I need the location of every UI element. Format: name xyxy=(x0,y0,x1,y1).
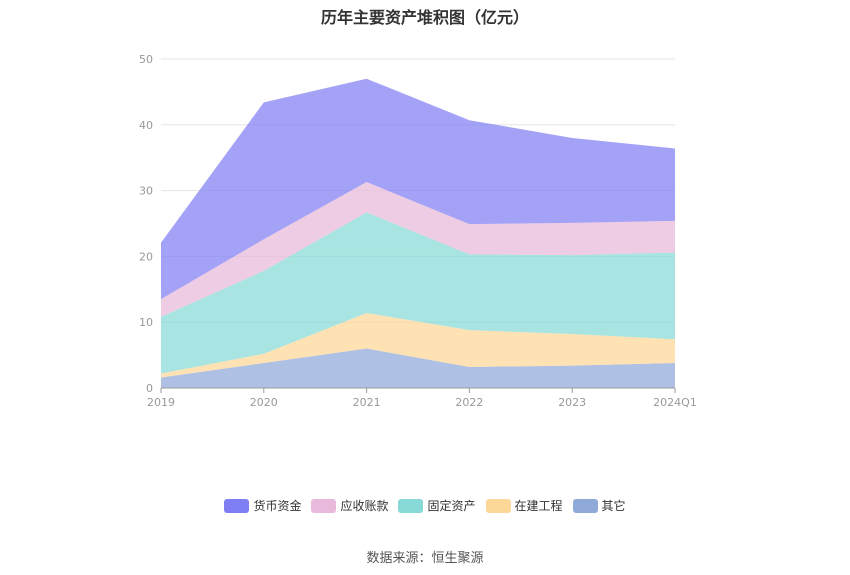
legend-item[interactable]: 货币资金 xyxy=(224,497,301,514)
y-tick-label: 0 xyxy=(146,382,153,395)
source-note: 数据来源：恒生聚源 xyxy=(366,551,484,566)
legend-swatch xyxy=(485,498,511,513)
chart-title: 历年主要资产堆积图（亿元） xyxy=(320,8,529,27)
axes: 0 10 20 30 40 50 2019 2020 2021 2022 2023 2024Q1 xyxy=(139,53,697,409)
legend-item[interactable]: 在建工程 xyxy=(485,497,563,514)
x-tick-label: 2021 xyxy=(353,396,381,409)
area-4 xyxy=(161,182,675,317)
y-tick-label: 40 xyxy=(139,119,153,132)
y-tick-label: 10 xyxy=(139,316,153,329)
legend-item[interactable]: 固定资产 xyxy=(398,497,476,514)
y-tick-label: 50 xyxy=(139,53,153,66)
area-2 xyxy=(161,312,675,378)
x-tick-label: 2024Q1 xyxy=(653,396,697,409)
legend-label: 其它 xyxy=(601,499,626,513)
legend-label: 应收账款 xyxy=(340,499,389,513)
legend-swatch xyxy=(311,498,337,513)
legend-label: 固定资产 xyxy=(427,499,476,513)
x-tick-label: 2019 xyxy=(147,396,175,409)
area-1 xyxy=(161,348,675,388)
legend-label: 货币资金 xyxy=(253,499,302,513)
legend-item[interactable]: 其它 xyxy=(572,497,626,514)
legend-label: 在建工程 xyxy=(514,499,563,513)
x-tick-label: 2020 xyxy=(250,396,278,409)
legend-swatch xyxy=(224,498,250,513)
x-tick-label: 2022 xyxy=(455,396,483,409)
y-tick-label: 30 xyxy=(139,185,153,198)
legend: 货币资金 应收账款 固定资产 在建工程 其它 xyxy=(0,497,850,514)
area-3 xyxy=(161,212,675,374)
legend-swatch xyxy=(398,498,424,513)
area-5 xyxy=(161,78,675,300)
area-series xyxy=(161,78,675,388)
y-tick-label: 20 xyxy=(139,250,153,263)
x-tick-label: 2023 xyxy=(558,396,586,409)
legend-swatch xyxy=(572,498,598,513)
legend-item[interactable]: 应收账款 xyxy=(311,497,388,514)
